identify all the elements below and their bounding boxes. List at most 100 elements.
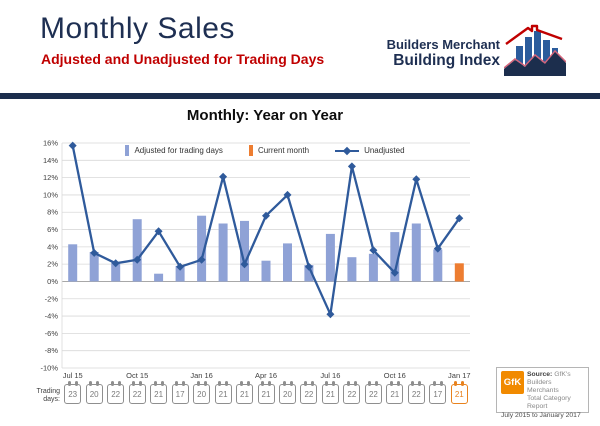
line-marker (111, 259, 120, 268)
x-axis-labels: Jul 15 Oct 15 Jan 16 Apr 16 Jul 16 Oct 16 Jan … (63, 371, 471, 380)
svg-text:-6%: -6% (45, 329, 59, 338)
page-title: Monthly Sales (40, 12, 235, 45)
trading-days-calendar-icon: 20 (85, 381, 103, 404)
trading-days-label-line2: days: (43, 396, 60, 403)
bar (68, 244, 78, 282)
trading-days-calendar-icon: 22 (107, 381, 125, 404)
svg-text:6%: 6% (47, 225, 58, 234)
bar (197, 215, 207, 282)
source-line2: Builders Merchants (527, 379, 559, 394)
legend-item: Unadjusted (335, 146, 405, 155)
trading-days-calendar-icon: 22 (364, 381, 382, 404)
line-marker (390, 268, 399, 277)
svg-text:-8%: -8% (45, 346, 59, 355)
trading-days-calendar-icon: 20 (193, 381, 211, 404)
page-subtitle: Adjusted and Unadjusted for Trading Days (41, 51, 325, 67)
trading-days-calendar-icon: 21 (321, 381, 339, 404)
bar (304, 265, 314, 282)
trading-days-calendar-icon: 20 (279, 381, 296, 404)
svg-text:Jan 16: Jan 16 (190, 371, 213, 380)
svg-text:4%: 4% (47, 242, 58, 251)
chart-legend: Adjusted for trading days Current month Un… (40, 145, 490, 156)
svg-text:-10%: -10% (40, 364, 58, 373)
chart-title: Monthly: Year on Year (186, 107, 344, 124)
chart-svg: 16% 14% 12% 10% 8% 6% 4% 2% 0% -2% -4% -6% -8% -10% Ju… (40, 139, 471, 381)
svg-text:0%: 0% (47, 277, 58, 286)
trading-days-row: 23 20 22 22 21 17 20 21 21 21 20 22 21 22 22 21 22 17 21 (30, 381, 480, 410)
bar (368, 253, 378, 282)
trading-days-calendar-icon: 22 (128, 381, 146, 404)
line-marker (326, 310, 335, 319)
trading-days-calendar-icon: 21 (450, 381, 468, 404)
line-marker (455, 214, 464, 223)
bar (411, 223, 421, 282)
header-divider (0, 93, 600, 99)
trading-days-calendar-icon: 22 (300, 381, 318, 404)
trading-days-calendar-icon: 17 (171, 381, 189, 404)
svg-text:-2%: -2% (45, 294, 59, 303)
legend-label: Current month (257, 146, 310, 155)
line-series (68, 141, 464, 319)
legend-label: Unadjusted (364, 146, 405, 155)
bar (347, 257, 357, 282)
trading-days-calendar-icon: 22 (407, 381, 425, 404)
bar (111, 262, 121, 282)
bmbi-logo-text: Builders Merchant Building Index (387, 37, 500, 76)
bar (175, 265, 185, 282)
source-text: Source: GfK's Builders Merchants Total C… (527, 371, 584, 411)
bar (154, 273, 164, 282)
svg-text:Jan 17: Jan 17 (448, 371, 471, 380)
line-marker (262, 211, 270, 220)
line-marker (347, 162, 356, 171)
legend-bar-swatch-icon (125, 145, 130, 156)
bmbi-logo-graphic-icon (504, 24, 566, 76)
svg-text:14%: 14% (43, 156, 58, 165)
source-line1: Source: GfK's (527, 371, 571, 378)
source-box: GfK Source: GfK's Builders Merchants Tot… (496, 367, 589, 419)
trading-days-calendar-icon: 17 (429, 381, 447, 404)
line-marker (68, 141, 77, 150)
trading-days-label: Trading days: (20, 388, 60, 404)
line-marker (304, 262, 313, 271)
trading-days-calendar-icon: 21 (386, 381, 404, 404)
svg-text:16%: 16% (43, 139, 58, 148)
line-marker (433, 244, 442, 253)
legend-item: Current month (248, 145, 310, 156)
trading-days-calendar-icon: 21 (257, 381, 275, 404)
source-row: GfK Source: GfK's Builders Merchants Tot… (501, 371, 584, 411)
bar (89, 252, 99, 282)
bar (261, 260, 271, 282)
bar (240, 220, 249, 282)
logo-line1: Builders Merchant (386, 37, 500, 52)
gfk-logo: GfK (501, 371, 524, 394)
bar-series (454, 263, 464, 282)
line-marker (90, 248, 99, 257)
bar (433, 249, 443, 282)
bar (132, 219, 142, 282)
svg-text:10%: 10% (43, 190, 58, 199)
chart-plot: 16% 14% 12% 10% 8% 6% 4% 2% 0% -2% -4% -6% -8% -10% Ju… (30, 136, 480, 384)
y-axis-labels: 16% 14% 12% 10% 8% 6% 4% 2% 0% -2% -4% -6% -8% -10% (40, 139, 58, 373)
trading-days-calendar-icon: 21 (214, 381, 232, 404)
legend-item: Adjusted for trading days (125, 145, 223, 156)
bar (325, 233, 335, 282)
line-marker (154, 227, 163, 236)
svg-text:Oct 16: Oct 16 (384, 371, 406, 380)
trading-days-calendar-icon: 21 (150, 381, 168, 404)
bmbi-logo: Builders Merchant Building Index (387, 22, 566, 76)
source-line4: July 2015 to January 2017 (501, 412, 581, 419)
legend-bar-swatch-icon (248, 145, 253, 156)
line-marker (176, 262, 185, 271)
gridlines (61, 142, 470, 369)
trading-days-label-line1: Trading (36, 388, 60, 395)
line-marker (219, 172, 228, 181)
legend-line-swatch-icon (335, 146, 360, 155)
svg-text:Jul 16: Jul 16 (320, 371, 340, 380)
svg-text:2%: 2% (47, 260, 58, 269)
bar (454, 263, 464, 282)
svg-text:8%: 8% (47, 208, 58, 217)
line-marker (369, 246, 378, 255)
bar (390, 232, 400, 282)
line-marker (283, 190, 292, 199)
